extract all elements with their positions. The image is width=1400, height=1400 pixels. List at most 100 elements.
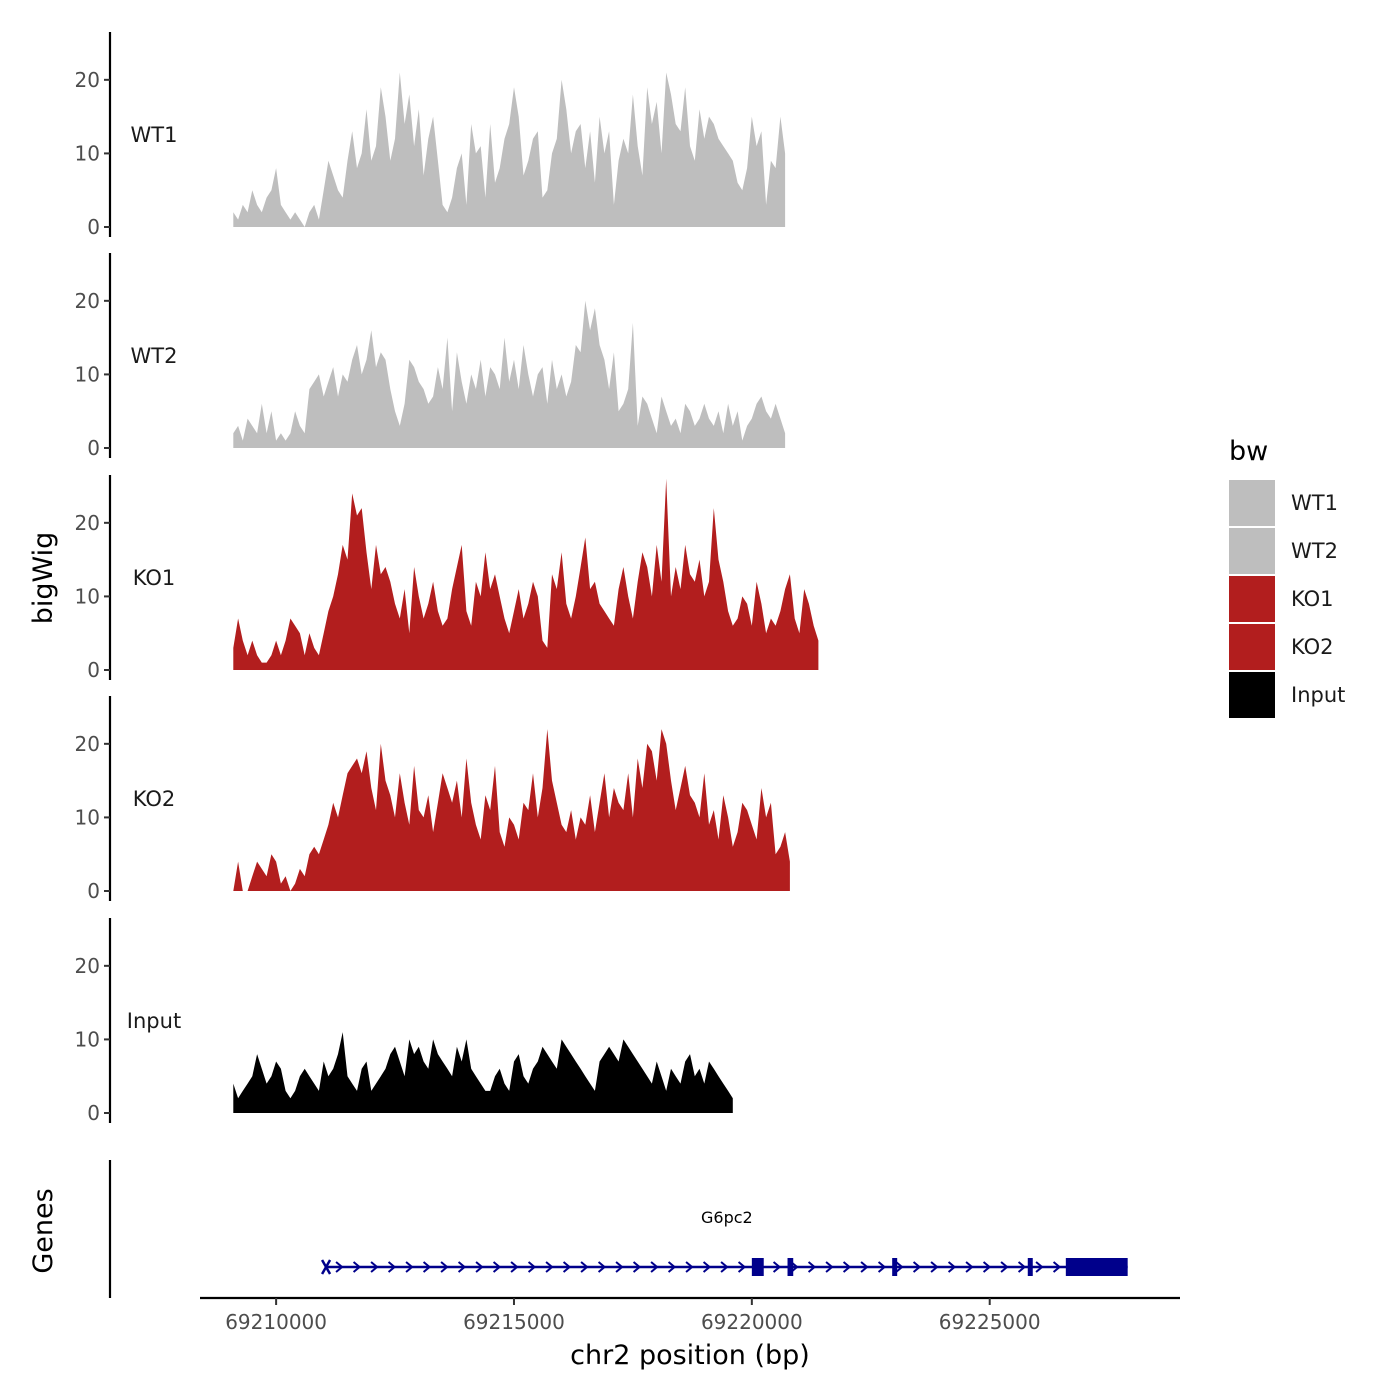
strand-arrow xyxy=(492,1261,502,1273)
legend-swatch xyxy=(1229,528,1275,574)
legend-label: Input xyxy=(1291,683,1345,707)
gene-start-mark xyxy=(320,1259,332,1275)
gene-exon xyxy=(751,1258,764,1276)
strand-arrow xyxy=(510,1261,519,1273)
y-axis-title: bigWig xyxy=(28,532,59,625)
x-tick-label: 69215000 xyxy=(463,1310,565,1334)
strand-arrow xyxy=(545,1261,554,1273)
strand-arrow xyxy=(527,1261,537,1273)
y-tick-label: 20 xyxy=(75,289,100,313)
strand-arrow xyxy=(667,1261,677,1273)
strand-arrow xyxy=(720,1261,729,1273)
strand-arrow xyxy=(842,1261,852,1273)
y-tick-label: 10 xyxy=(75,805,100,829)
strand-arrow xyxy=(387,1261,397,1273)
strand-arrow xyxy=(825,1261,834,1273)
strand-arrow xyxy=(895,1261,904,1273)
track-label: KO2 xyxy=(133,787,176,811)
legend-entry-wt1: WT1 xyxy=(1229,480,1338,526)
strand-arrow xyxy=(457,1261,467,1273)
track-area-ko1 xyxy=(233,478,819,670)
track-area-wt2 xyxy=(233,300,786,448)
strand-arrow xyxy=(807,1261,817,1273)
strand-arrow xyxy=(352,1261,362,1273)
gene-exon xyxy=(1065,1258,1128,1276)
strand-arrow xyxy=(860,1261,869,1273)
legend-swatch xyxy=(1229,480,1275,526)
gene-exon xyxy=(1027,1258,1033,1276)
legend-entry-ko2: KO2 xyxy=(1229,624,1334,670)
strand-arrow xyxy=(650,1261,659,1273)
strand-arrow xyxy=(737,1261,747,1273)
strand-arrow xyxy=(877,1261,887,1273)
y-tick-label: 0 xyxy=(87,215,100,239)
tracks: 0 10 20 WT1 0 10 20 WT2 0 10 20 KO1 0 10 20 KO2 0 10 20 Inp… xyxy=(75,32,819,1125)
track-ko1: 0 10 20 KO1 xyxy=(75,475,819,682)
track-area-ko2 xyxy=(233,729,790,891)
gene-exon xyxy=(892,1258,898,1276)
strand-arrow xyxy=(1000,1261,1009,1273)
track-area-wt1 xyxy=(233,72,786,227)
track-label: Input xyxy=(127,1009,181,1033)
y-tick-label: 0 xyxy=(87,658,100,682)
strand-arrow xyxy=(335,1261,344,1273)
strand-arrow xyxy=(947,1261,957,1273)
gene-g6pc2: G6pc2 xyxy=(320,1208,1128,1276)
y-tick-label: 20 xyxy=(75,954,100,978)
y-tick-label: 20 xyxy=(75,511,100,535)
strand-arrow xyxy=(702,1261,712,1273)
strand-arrow xyxy=(1035,1261,1044,1273)
legend: bw WT1 WT2 KO1 KO2 Input xyxy=(1229,436,1345,718)
y-tick-label: 0 xyxy=(87,436,100,460)
strand-arrow xyxy=(982,1261,992,1273)
strand-arrow xyxy=(405,1261,414,1273)
strand-arrow xyxy=(562,1261,572,1273)
strand-arrow xyxy=(1017,1261,1027,1273)
strand-arrow xyxy=(772,1261,782,1273)
track-label: WT2 xyxy=(131,344,178,368)
legend-swatch xyxy=(1229,576,1275,622)
track-wt2: 0 10 20 WT2 xyxy=(75,253,786,460)
strand-arrow xyxy=(965,1261,974,1273)
legend-swatch xyxy=(1229,624,1275,670)
track-area-input xyxy=(233,1032,733,1113)
legend-entry-input: Input xyxy=(1229,672,1345,718)
track-wt1: 0 10 20 WT1 xyxy=(75,32,786,239)
strand-arrow xyxy=(440,1261,449,1273)
y-tick-label: 10 xyxy=(75,141,100,165)
x-tick-label: 69220000 xyxy=(701,1310,803,1334)
strand-arrow xyxy=(632,1261,642,1273)
legend-swatch xyxy=(1229,672,1275,718)
strand-arrow xyxy=(912,1261,922,1273)
x-axis-title: chr2 position (bp) xyxy=(570,1340,810,1371)
legend-label: WT2 xyxy=(1291,539,1338,563)
strand-arrow xyxy=(422,1261,432,1273)
strand-arrow xyxy=(930,1261,939,1273)
y-tick-label: 0 xyxy=(87,879,100,903)
genes-axis-title: Genes xyxy=(28,1188,59,1273)
track-label: WT1 xyxy=(131,123,178,147)
strand-arrow xyxy=(1052,1261,1062,1273)
strand-arrow xyxy=(685,1261,694,1273)
gene-exon xyxy=(787,1258,794,1276)
legend-entry-ko1: KO1 xyxy=(1229,576,1334,622)
genes-panel: G6pc2 xyxy=(108,1160,1128,1298)
strand-arrow xyxy=(370,1261,379,1273)
strand-arrow xyxy=(475,1261,484,1273)
legend-label: WT1 xyxy=(1291,491,1338,515)
y-tick-label: 10 xyxy=(75,584,100,608)
strand-arrow xyxy=(580,1261,589,1273)
y-tick-label: 10 xyxy=(75,1027,100,1051)
x-tick-label: 69210000 xyxy=(225,1310,327,1334)
legend-entry-wt2: WT2 xyxy=(1229,528,1338,574)
y-tick-label: 10 xyxy=(75,362,100,386)
track-label: KO1 xyxy=(133,566,176,590)
legend-label: KO2 xyxy=(1291,635,1334,659)
legend-title: bw xyxy=(1229,436,1268,467)
x-tick-label: 69225000 xyxy=(939,1310,1041,1334)
strand-arrow xyxy=(597,1261,607,1273)
gene-name-label: G6pc2 xyxy=(701,1208,753,1227)
track-ko2: 0 10 20 KO2 xyxy=(75,696,790,903)
x-axis: 69210000 69215000 69220000 69225000 xyxy=(200,1296,1180,1334)
